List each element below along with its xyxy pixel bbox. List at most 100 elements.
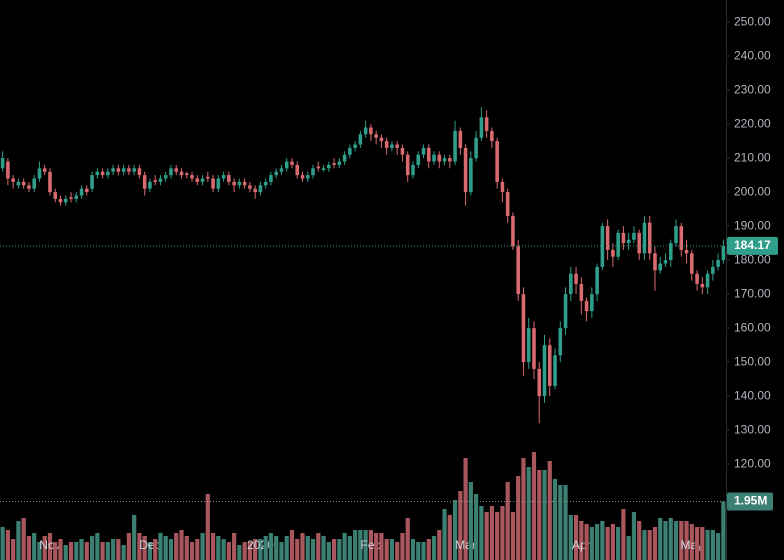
candle-body [142, 175, 147, 189]
volume-bar [226, 542, 231, 560]
volume-bar [174, 533, 179, 560]
volume-bar [47, 533, 53, 560]
candle-body [316, 166, 321, 169]
candle-body [658, 263, 663, 271]
volume-bar [631, 512, 637, 560]
volume-bar [32, 533, 37, 560]
candle-body [526, 328, 531, 363]
volume-bar [689, 524, 694, 560]
candle-body [432, 154, 436, 162]
volume-bar [452, 500, 458, 560]
volume-bar [410, 539, 416, 560]
candle-body [295, 164, 300, 176]
volume-bar [95, 533, 100, 560]
volume-bar [331, 539, 337, 560]
candle-body [79, 188, 84, 196]
volume-bar [584, 524, 589, 560]
candle-body [421, 147, 426, 155]
volume-bar [205, 494, 210, 560]
candle-body [137, 168, 142, 176]
volume-bar [84, 542, 89, 560]
volume-bar [268, 533, 274, 560]
y-tick-label: 230.00 [734, 82, 771, 96]
volume-bar [652, 527, 658, 560]
volume-bar [284, 536, 289, 560]
volume-bar [537, 470, 542, 560]
candle-body [95, 171, 100, 176]
candle-body [337, 161, 342, 165]
volume-bar [668, 518, 673, 560]
candle-body [569, 273, 573, 295]
candle-body [668, 243, 673, 261]
candle-body [332, 163, 336, 165]
candle-body [37, 168, 42, 179]
volume-bar [58, 539, 63, 560]
volume-bar [0, 527, 5, 560]
candle-body [369, 127, 373, 135]
last-price-label: 184.17 [734, 238, 771, 252]
candle-body [542, 345, 547, 397]
volume-bar [684, 521, 689, 560]
candle-body [0, 158, 5, 169]
candle-body [106, 171, 110, 176]
volume-bar [563, 485, 568, 560]
candle-body [411, 164, 415, 176]
candle-body [642, 222, 647, 254]
volume-bar [26, 536, 32, 560]
volume-bar [79, 539, 84, 560]
volume-bar [547, 461, 552, 560]
volume-bar [721, 501, 726, 560]
volume-bar [673, 521, 679, 560]
volume-bar [379, 533, 384, 560]
volume-bar [621, 509, 626, 560]
volume-bar [184, 536, 189, 560]
volume-bar [5, 530, 10, 560]
volume-bar [326, 542, 331, 560]
y-tick-label: 140.00 [734, 388, 771, 402]
volume-bar [111, 539, 116, 560]
volume-bar [489, 506, 494, 560]
candle-body [242, 181, 247, 186]
volume-bar [384, 539, 389, 560]
volume-bar [705, 530, 710, 560]
candle-body [605, 226, 610, 250]
candle-body [448, 158, 452, 162]
volume-bar [526, 467, 531, 560]
volume-bar [126, 533, 131, 560]
candle-body [647, 222, 652, 254]
volume-bar [142, 536, 147, 560]
candle-body [90, 175, 94, 189]
candle-body [327, 164, 331, 169]
volume-bar [163, 536, 168, 560]
volume-bar [189, 542, 195, 560]
volume-bar [274, 536, 279, 560]
volume-bar [347, 536, 352, 560]
volume-bar [663, 521, 668, 560]
candle-body [6, 161, 10, 179]
candle-body [469, 158, 473, 193]
candle-body [153, 180, 157, 182]
candle-body [579, 283, 584, 301]
volume-bar [642, 530, 647, 560]
volume-bar [53, 542, 58, 560]
last-volume-label: 1.95M [734, 494, 767, 508]
y-tick-label: 180.00 [734, 252, 771, 266]
volume-bar [105, 542, 110, 560]
volume-bar [153, 539, 158, 560]
volume-bar [242, 542, 247, 560]
candle-body [311, 168, 315, 176]
y-tick-label: 150.00 [734, 354, 771, 368]
candle-body [211, 178, 215, 189]
volume-bar [468, 482, 473, 560]
candle-body [626, 239, 631, 244]
candle-body [16, 181, 21, 186]
volume-bar [16, 521, 21, 560]
candle-body [227, 175, 231, 182]
candle-body [632, 232, 636, 240]
candle-body [637, 232, 641, 254]
candle-body [553, 355, 557, 386]
volume-bar [479, 506, 484, 560]
candle-body [395, 144, 399, 148]
volume-bar [716, 533, 721, 560]
candle-body [611, 249, 615, 257]
